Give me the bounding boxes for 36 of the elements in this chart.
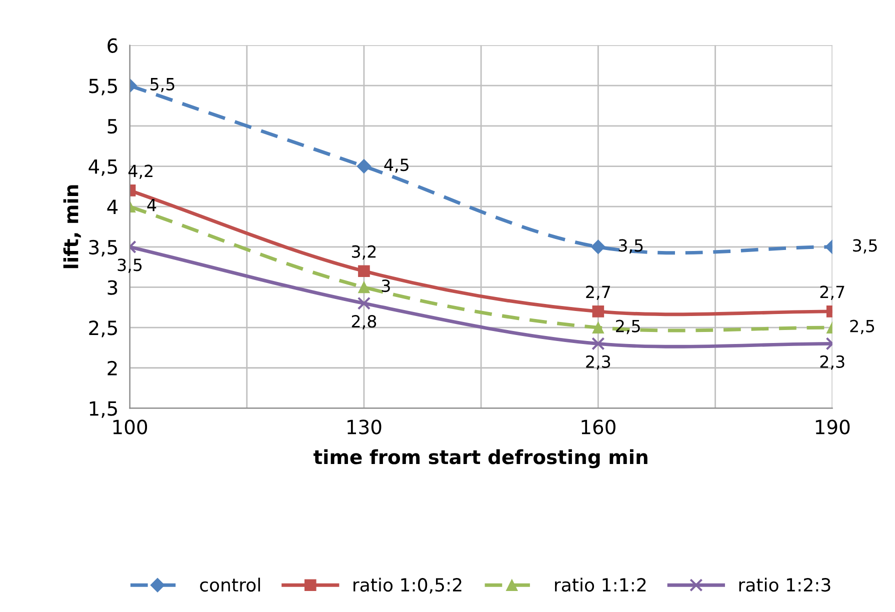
legend-label: ratio 1:1:2: [555, 578, 646, 592]
y-tick-label: 4,5: [88, 159, 117, 176]
y-tick-label: 3,5: [89, 240, 117, 257]
y-tick-label: 2: [108, 360, 117, 376]
x-tick-label: 160: [582, 420, 616, 434]
data-label: 4,2: [128, 164, 152, 179]
y-tick-label: 3: [108, 280, 118, 295]
data-label: 3,5: [618, 239, 643, 254]
data-label: 3,2: [352, 245, 376, 260]
data-label: 3,5: [118, 258, 142, 273]
y-tick-label: 1,5: [90, 401, 117, 418]
data-label: 2,5: [616, 320, 640, 334]
y-tick-label: 2,5: [89, 320, 117, 338]
x-axis-title: time from start defrosting min: [314, 449, 648, 468]
data-label: 4,5: [384, 158, 408, 173]
y-tick-label: 6: [108, 38, 118, 53]
data-label: 3,5: [853, 239, 877, 254]
legend-label: ratio 1:2:3: [739, 578, 830, 592]
data-label: 5,5: [150, 78, 174, 92]
y-tick-label: 4: [107, 200, 118, 214]
legend-label: ratio 1:0,5:2: [354, 578, 462, 594]
data-label: 2,3: [820, 355, 844, 370]
x-tick-label: 190: [816, 420, 850, 434]
data-label: 2,8: [352, 315, 376, 330]
data-label: 4: [147, 199, 156, 212]
data-label: 2,7: [586, 286, 610, 300]
y-axis-title: lift, min: [63, 185, 81, 268]
data-label: 2,7: [820, 286, 844, 300]
data-label: 2,5: [850, 320, 874, 334]
x-tick-label: 130: [348, 420, 382, 434]
data-label: 3: [382, 279, 390, 292]
x-tick-label: 100: [113, 420, 148, 434]
data-label: 2,3: [586, 355, 610, 370]
y-tick-label: 5: [108, 119, 117, 134]
y-tick-label: 5,5: [89, 78, 117, 96]
legend-label: control: [200, 578, 260, 592]
